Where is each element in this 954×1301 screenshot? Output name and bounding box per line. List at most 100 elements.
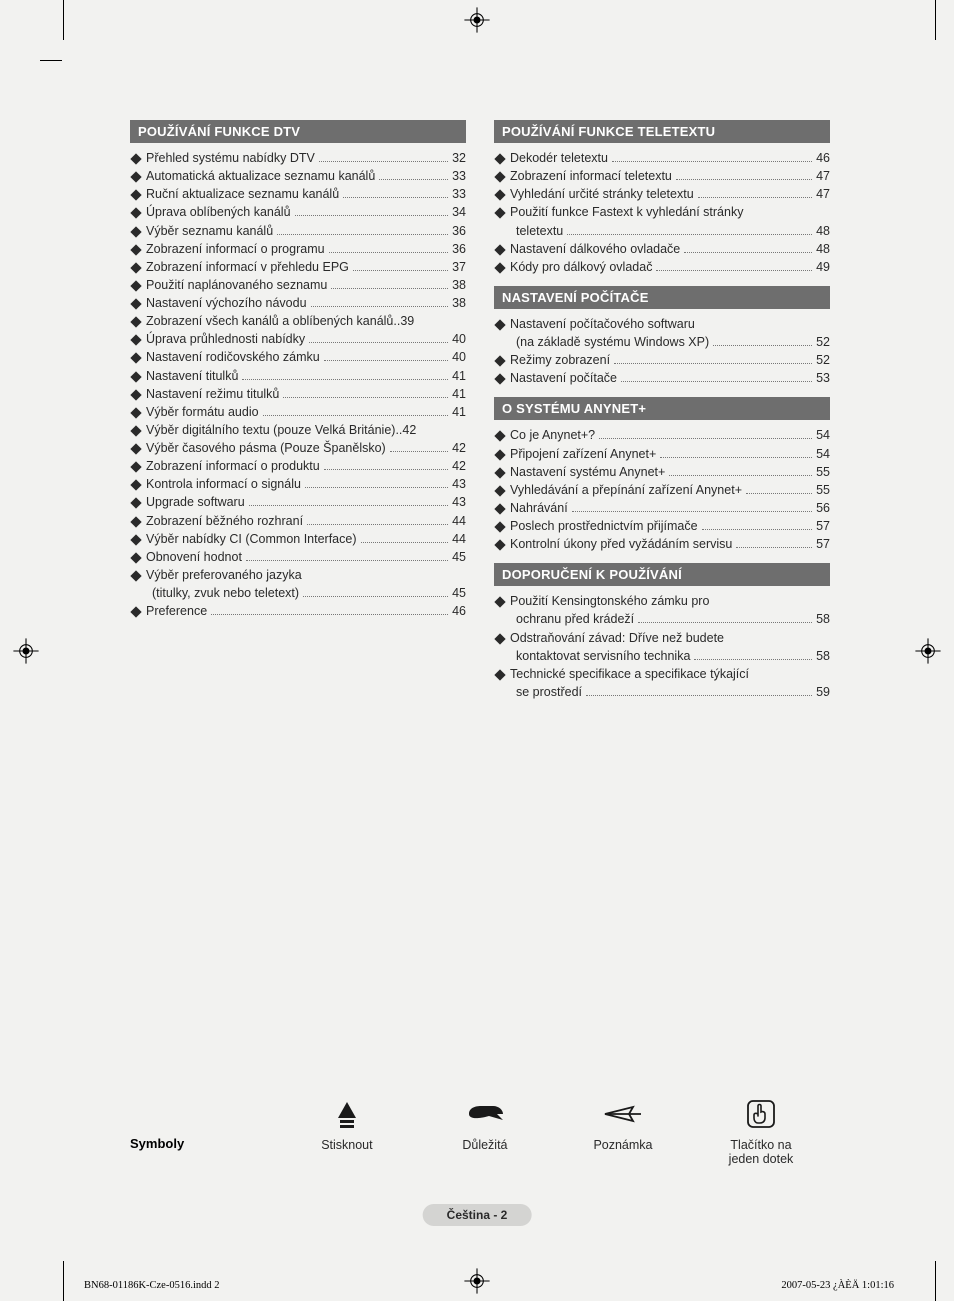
toc-page-number: 33 (452, 167, 466, 185)
toc-text: Výběr časového pásma (Pouze Španělsko) (146, 439, 386, 457)
footer: BN68-01186K-Cze-0516.indd 2 2007-05-23 ¿… (84, 1280, 894, 1291)
toc-text: Úprava průhlednosti nabídky (146, 330, 305, 348)
toc-text: Poslech prostřednictvím přijímače (510, 517, 698, 535)
leader-dots (309, 342, 448, 343)
toc-text: Nastavení dálkového ovladače (510, 240, 680, 258)
bullet-diamond-icon (494, 485, 505, 496)
crop-mark (63, 0, 64, 40)
registration-mark-icon (463, 6, 491, 34)
toc-page-number: 36 (452, 222, 466, 240)
toc-page-number: 36 (452, 240, 466, 258)
toc-item: Použití funkce Fastext k vyhledání strán… (494, 203, 830, 221)
toc-text: teletextu (516, 222, 563, 240)
toc-page-number: 55 (816, 463, 830, 481)
bullet-diamond-icon (494, 597, 505, 608)
toc-item: Zobrazení informací o produktu42 (130, 457, 466, 475)
toc-page-number: 38 (452, 276, 466, 294)
toc-page-number: 57 (816, 517, 830, 535)
toc-page-number: 44 (452, 530, 466, 548)
toc-item: Kontrola informací o signálu43 (130, 475, 466, 493)
bullet-diamond-icon (494, 262, 505, 273)
toc-page-number: 47 (816, 185, 830, 203)
leader-dots (303, 596, 448, 597)
toc-text: (na základě systému Windows XP) (516, 333, 709, 351)
bullet-diamond-icon (130, 208, 141, 219)
bullet-diamond-icon (130, 353, 141, 364)
toc-item: Použití Kensingtonského zámku pro (494, 592, 830, 610)
leader-dots (343, 197, 448, 198)
leader-dots (572, 511, 812, 512)
toc-column: POUŽÍVÁNÍ FUNKCE DTVPřehled systému nabí… (130, 120, 466, 711)
toc-item: Nastavení počítače53 (494, 369, 830, 387)
leader-dots (660, 457, 812, 458)
toc-text: Dekodér teletextu (510, 149, 608, 167)
toc-page-number: 48 (816, 222, 830, 240)
toc-page-number: 46 (452, 602, 466, 620)
toc-text: Kódy pro dálkový ovladač (510, 258, 652, 276)
toc-text: Zobrazení všech kanálů a oblíbených kaná… (146, 312, 393, 330)
leader-dots (324, 360, 448, 361)
leader-dots (612, 161, 812, 162)
bullet-diamond-icon (130, 407, 141, 418)
toc-page-number: 55 (816, 481, 830, 499)
toc-item: Obnovení hodnot45 (130, 548, 466, 566)
toc-page-number: 45 (452, 548, 466, 566)
leader-dots (361, 542, 449, 543)
leader-dots (277, 234, 448, 235)
toc-page-number: 34 (452, 203, 466, 221)
bullet-diamond-icon (130, 262, 141, 273)
toc-text: Kontrolní úkony před vyžádáním servisu (510, 535, 732, 553)
crop-mark (63, 1261, 64, 1301)
toc-item: se prostředí59 (494, 683, 830, 701)
crop-mark (935, 1261, 936, 1301)
symbol-caption: Poznámka (554, 1138, 692, 1152)
leader-dots (331, 288, 448, 289)
bullet-diamond-icon (494, 244, 505, 255)
toc-item: Preference46 (130, 602, 466, 620)
toc-item: Nastavení výchozího návodu38 (130, 294, 466, 312)
leader-dots (621, 381, 812, 382)
page-badge: Čeština - 2 (423, 1204, 532, 1226)
toc-list: Dekodér teletextu46Zobrazení informací t… (494, 149, 830, 276)
bullet-diamond-icon (494, 633, 505, 644)
bullet-diamond-icon (130, 498, 141, 509)
toc-text: Zobrazení informací v přehledu EPG (146, 258, 349, 276)
toc-page-number: 54 (816, 426, 830, 444)
toc-text: Použití naplánovaného seznamu (146, 276, 327, 294)
toc-page-number: 47 (816, 167, 830, 185)
toc-page-number: 54 (816, 445, 830, 463)
leader-dots (694, 659, 812, 660)
bullet-diamond-icon (130, 371, 141, 382)
toc-item: teletextu 48 (494, 222, 830, 240)
toc-item: Zobrazení informací o programu 36 (130, 240, 466, 258)
bullet-diamond-icon (130, 335, 141, 346)
toc-item: kontaktovat servisního technika58 (494, 647, 830, 665)
bullet-diamond-icon (130, 244, 141, 255)
toc-item: Nahrávání56 (494, 499, 830, 517)
symbol-one-touch: Tlačítko na jeden dotek (692, 1096, 830, 1166)
toc-item: Nastavení režimu titulků41 (130, 385, 466, 403)
leader-dots (319, 161, 448, 162)
bullet-diamond-icon (494, 449, 505, 460)
footer-timestamp: 2007-05-23 ¿ÀÈÄ 1:01:16 (781, 1280, 894, 1291)
leader-dots (329, 252, 449, 253)
registration-mark-icon (914, 637, 942, 665)
toc-list: Přehled systému nabídky DTV32Automatická… (130, 149, 466, 620)
symbols-label: Symboly (130, 1096, 278, 1151)
toc-text: Zobrazení informací o produktu (146, 457, 320, 475)
toc-text: Úprava oblíbených kanálů (146, 203, 291, 221)
leader-dots (211, 614, 448, 615)
symbol-caption: Stisknout (278, 1138, 416, 1152)
toc-text: Zobrazení informací o programu (146, 240, 325, 258)
toc-text: Co je Anynet+? (510, 426, 595, 444)
toc-item: (titulky, zvuk nebo teletext)45 (130, 584, 466, 602)
toc-text: Připojení zařízení Anynet+ (510, 445, 656, 463)
toc-text: Nahrávání (510, 499, 568, 517)
symbol-important: Důležitá (416, 1096, 554, 1152)
toc-page-number: 39 (400, 312, 414, 330)
toc-item: Zobrazení informací v přehledu EPG37 (130, 258, 466, 276)
leader-dots (305, 487, 448, 488)
toc-text: Vyhledání určité stránky teletextu (510, 185, 694, 203)
bullet-diamond-icon (494, 669, 505, 680)
toc-text: Výběr preferovaného jazyka (146, 566, 302, 584)
